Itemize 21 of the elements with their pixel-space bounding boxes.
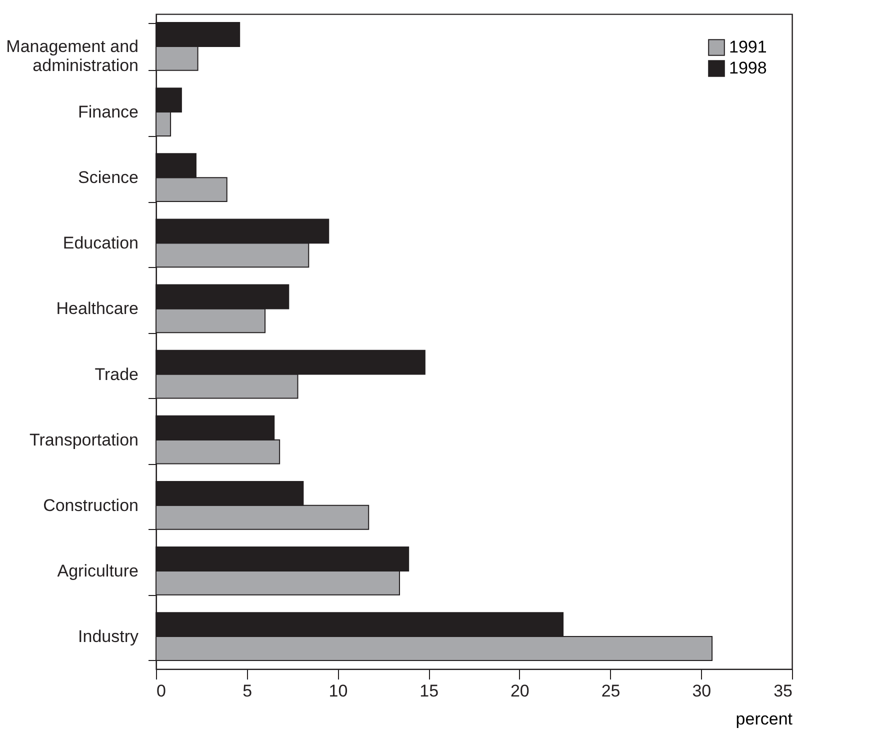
y-tick-label: Science — [78, 168, 138, 188]
y-tick-label: Trade — [94, 364, 138, 384]
y-tick-label: Agriculture — [57, 561, 138, 580]
y-tick-label: Education — [62, 234, 138, 253]
x-axis-title: percent — [736, 710, 793, 728]
x-tick-label: 20 — [510, 682, 530, 700]
y-tick-label: Industry — [78, 627, 139, 646]
legend-label: 1998 — [729, 58, 767, 78]
x-tick-label: 25 — [601, 682, 620, 700]
y-tick-label: Finance — [78, 102, 138, 122]
y-tick-label: Management and administration — [6, 36, 138, 75]
x-tick-label: 15 — [420, 682, 439, 700]
x-tick-label: 35 — [774, 682, 792, 700]
x-tick-label: 10 — [328, 682, 348, 700]
x-tick-label: 0 — [156, 682, 166, 700]
y-tick-label: Construction — [43, 496, 138, 515]
legend-label: 1991 — [729, 38, 767, 56]
y-tick-label: Transportation — [30, 430, 138, 450]
y-tick-label: Healthcare — [56, 299, 138, 318]
x-tick-label: 30 — [692, 682, 712, 700]
x-tick-label: 5 — [242, 682, 252, 700]
